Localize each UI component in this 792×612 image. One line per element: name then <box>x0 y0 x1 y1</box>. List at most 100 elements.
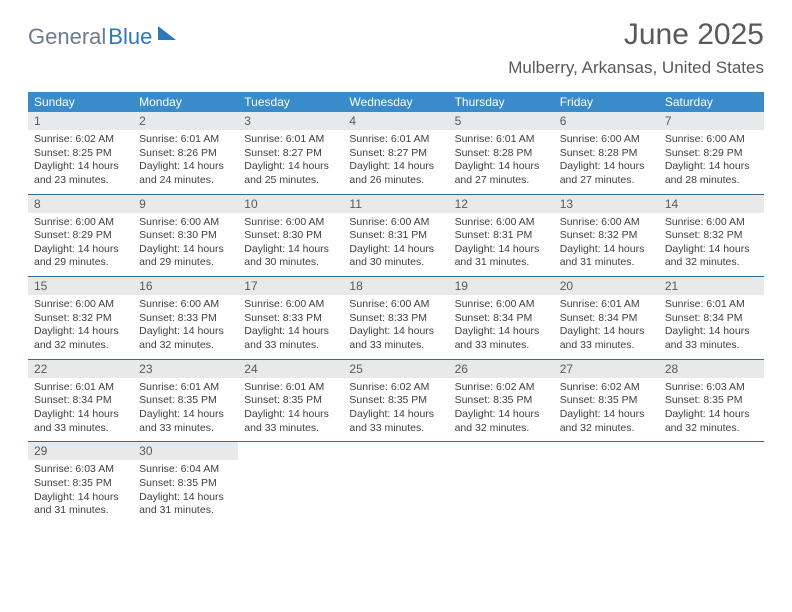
sunset-text: Sunset: 8:32 PM <box>34 312 127 326</box>
daylight-text: Daylight: 14 hours and 32 minutes. <box>139 325 232 352</box>
daylight-text: Daylight: 14 hours and 33 minutes. <box>560 325 653 352</box>
sunset-text: Sunset: 8:30 PM <box>139 229 232 243</box>
day-number: 21 <box>659 277 764 295</box>
day-number: 30 <box>133 442 238 460</box>
sunrise-text: Sunrise: 6:01 AM <box>139 133 232 147</box>
sunset-text: Sunset: 8:25 PM <box>34 147 127 161</box>
day-number: 10 <box>238 195 343 213</box>
sunset-text: Sunset: 8:28 PM <box>560 147 653 161</box>
weekday-header: Monday <box>133 92 238 112</box>
day-body: Sunrise: 6:01 AMSunset: 8:34 PMDaylight:… <box>659 295 764 359</box>
day-number: 24 <box>238 360 343 378</box>
day-cell: 23Sunrise: 6:01 AMSunset: 8:35 PMDayligh… <box>133 360 238 442</box>
daylight-text: Daylight: 14 hours and 32 minutes. <box>665 243 758 270</box>
day-body: Sunrise: 6:01 AMSunset: 8:27 PMDaylight:… <box>238 130 343 194</box>
daylight-text: Daylight: 14 hours and 27 minutes. <box>455 160 548 187</box>
daylight-text: Daylight: 14 hours and 31 minutes. <box>139 491 232 518</box>
day-number: 18 <box>343 277 448 295</box>
day-cell: . <box>238 442 343 524</box>
daylight-text: Daylight: 14 hours and 33 minutes. <box>349 325 442 352</box>
day-body: Sunrise: 6:01 AMSunset: 8:28 PMDaylight:… <box>449 130 554 194</box>
day-number: 14 <box>659 195 764 213</box>
day-cell: 21Sunrise: 6:01 AMSunset: 8:34 PMDayligh… <box>659 277 764 359</box>
sunrise-text: Sunrise: 6:01 AM <box>34 381 127 395</box>
sunset-text: Sunset: 8:35 PM <box>34 477 127 491</box>
sunset-text: Sunset: 8:34 PM <box>560 312 653 326</box>
sunrise-text: Sunrise: 6:01 AM <box>665 298 758 312</box>
daylight-text: Daylight: 14 hours and 30 minutes. <box>349 243 442 270</box>
day-body: Sunrise: 6:03 AMSunset: 8:35 PMDaylight:… <box>28 460 133 524</box>
sunset-text: Sunset: 8:35 PM <box>139 394 232 408</box>
day-number: 28 <box>659 360 764 378</box>
day-number: 16 <box>133 277 238 295</box>
day-number: 8 <box>28 195 133 213</box>
day-cell: 15Sunrise: 6:00 AMSunset: 8:32 PMDayligh… <box>28 277 133 359</box>
sunrise-text: Sunrise: 6:00 AM <box>34 216 127 230</box>
day-cell: 12Sunrise: 6:00 AMSunset: 8:31 PMDayligh… <box>449 195 554 277</box>
day-cell: 6Sunrise: 6:00 AMSunset: 8:28 PMDaylight… <box>554 112 659 194</box>
sunset-text: Sunset: 8:27 PM <box>244 147 337 161</box>
day-body: Sunrise: 6:02 AMSunset: 8:35 PMDaylight:… <box>449 378 554 442</box>
day-number: 9 <box>133 195 238 213</box>
day-body: Sunrise: 6:00 AMSunset: 8:29 PMDaylight:… <box>659 130 764 194</box>
sunset-text: Sunset: 8:34 PM <box>34 394 127 408</box>
day-cell: 19Sunrise: 6:00 AMSunset: 8:34 PMDayligh… <box>449 277 554 359</box>
sunset-text: Sunset: 8:31 PM <box>455 229 548 243</box>
sunrise-text: Sunrise: 6:00 AM <box>349 298 442 312</box>
sunset-text: Sunset: 8:34 PM <box>665 312 758 326</box>
daylight-text: Daylight: 14 hours and 32 minutes. <box>455 408 548 435</box>
day-cell: 17Sunrise: 6:00 AMSunset: 8:33 PMDayligh… <box>238 277 343 359</box>
sunset-text: Sunset: 8:35 PM <box>665 394 758 408</box>
day-body: Sunrise: 6:01 AMSunset: 8:34 PMDaylight:… <box>554 295 659 359</box>
day-cell: 5Sunrise: 6:01 AMSunset: 8:28 PMDaylight… <box>449 112 554 194</box>
sunrise-text: Sunrise: 6:00 AM <box>139 298 232 312</box>
day-number: 20 <box>554 277 659 295</box>
sunset-text: Sunset: 8:35 PM <box>560 394 653 408</box>
sunset-text: Sunset: 8:33 PM <box>139 312 232 326</box>
weekday-header: Friday <box>554 92 659 112</box>
day-cell: 7Sunrise: 6:00 AMSunset: 8:29 PMDaylight… <box>659 112 764 194</box>
sunrise-text: Sunrise: 6:01 AM <box>244 133 337 147</box>
day-cell: . <box>343 442 448 524</box>
location: Mulberry, Arkansas, United States <box>508 58 764 78</box>
day-cell: 16Sunrise: 6:00 AMSunset: 8:33 PMDayligh… <box>133 277 238 359</box>
weekday-header-row: Sunday Monday Tuesday Wednesday Thursday… <box>28 92 764 112</box>
sunset-text: Sunset: 8:35 PM <box>455 394 548 408</box>
sunset-text: Sunset: 8:29 PM <box>34 229 127 243</box>
daylight-text: Daylight: 14 hours and 31 minutes. <box>455 243 548 270</box>
sunset-text: Sunset: 8:31 PM <box>349 229 442 243</box>
day-number: 23 <box>133 360 238 378</box>
daylight-text: Daylight: 14 hours and 33 minutes. <box>665 325 758 352</box>
sunrise-text: Sunrise: 6:00 AM <box>455 298 548 312</box>
day-number: 11 <box>343 195 448 213</box>
logo-text-blue: Blue <box>108 24 152 50</box>
day-cell: 9Sunrise: 6:00 AMSunset: 8:30 PMDaylight… <box>133 195 238 277</box>
sunset-text: Sunset: 8:32 PM <box>560 229 653 243</box>
day-number: 22 <box>28 360 133 378</box>
sunset-text: Sunset: 8:35 PM <box>349 394 442 408</box>
day-cell: 4Sunrise: 6:01 AMSunset: 8:27 PMDaylight… <box>343 112 448 194</box>
day-body: Sunrise: 6:00 AMSunset: 8:32 PMDaylight:… <box>28 295 133 359</box>
daylight-text: Daylight: 14 hours and 33 minutes. <box>139 408 232 435</box>
day-number: 29 <box>28 442 133 460</box>
day-cell: 10Sunrise: 6:00 AMSunset: 8:30 PMDayligh… <box>238 195 343 277</box>
sunrise-text: Sunrise: 6:01 AM <box>244 381 337 395</box>
sunset-text: Sunset: 8:33 PM <box>244 312 337 326</box>
day-body: Sunrise: 6:00 AMSunset: 8:33 PMDaylight:… <box>133 295 238 359</box>
day-number: 3 <box>238 112 343 130</box>
sunset-text: Sunset: 8:35 PM <box>139 477 232 491</box>
day-number: 1 <box>28 112 133 130</box>
weekday-header: Wednesday <box>343 92 448 112</box>
header: GeneralBlue June 2025 Mulberry, Arkansas… <box>0 0 792 82</box>
week-row: 15Sunrise: 6:00 AMSunset: 8:32 PMDayligh… <box>28 277 764 360</box>
daylight-text: Daylight: 14 hours and 28 minutes. <box>665 160 758 187</box>
sunrise-text: Sunrise: 6:01 AM <box>349 133 442 147</box>
logo: GeneralBlue <box>28 18 176 50</box>
day-cell: 29Sunrise: 6:03 AMSunset: 8:35 PMDayligh… <box>28 442 133 524</box>
day-number: 13 <box>554 195 659 213</box>
sunset-text: Sunset: 8:29 PM <box>665 147 758 161</box>
sunset-text: Sunset: 8:34 PM <box>455 312 548 326</box>
day-body: Sunrise: 6:02 AMSunset: 8:35 PMDaylight:… <box>554 378 659 442</box>
weekday-header: Thursday <box>449 92 554 112</box>
weeks-container: 1Sunrise: 6:02 AMSunset: 8:25 PMDaylight… <box>28 112 764 524</box>
